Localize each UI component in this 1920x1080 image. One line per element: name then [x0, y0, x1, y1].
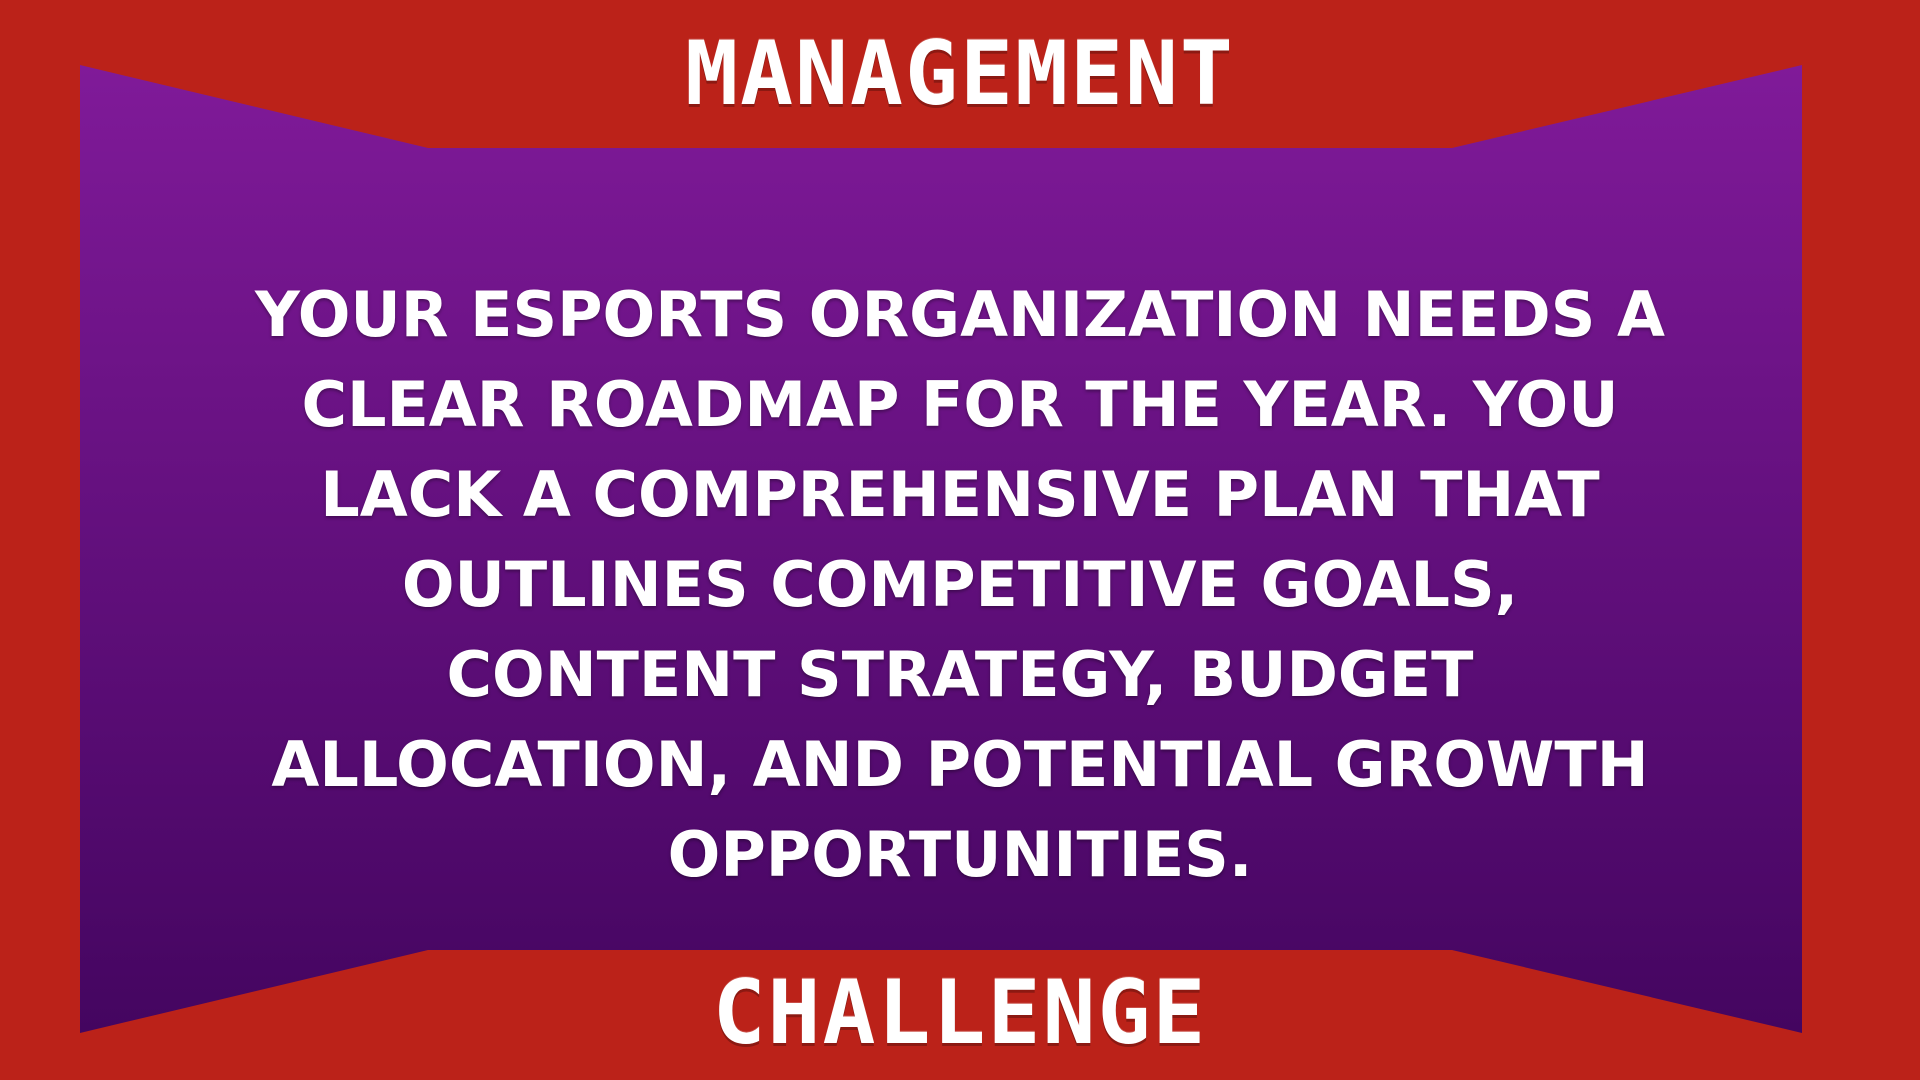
card-title-top: MANAGEMENT [685, 22, 1235, 125]
challenge-description: YOUR ESPORTS ORGANIZATION NEEDS A CLEAR … [255, 278, 1665, 891]
card-title-bottom: CHALLENGE [712, 961, 1208, 1064]
